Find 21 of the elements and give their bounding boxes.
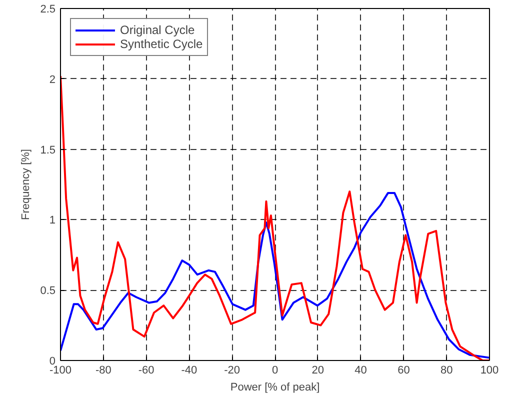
x-tick-label: -40 [181, 364, 198, 376]
x-tick-label: 80 [440, 364, 453, 376]
x-axis-title: Power [% of peak] [230, 382, 320, 394]
legend-label: Synthetic Cycle [120, 37, 203, 51]
x-tick-label: 40 [354, 364, 367, 376]
x-tick-label: -60 [138, 364, 154, 376]
y-tick-label: 2 [49, 74, 56, 86]
y-tick-label: 1.5 [40, 144, 56, 156]
x-tick-label: 0 [272, 364, 278, 376]
y-axis-title: Frequency [%] [20, 149, 32, 220]
x-tick-label: 100 [480, 364, 499, 376]
legend-label: Original Cycle [120, 23, 195, 37]
y-tick-label: 1 [49, 214, 56, 227]
y-tick-label: 0 [49, 356, 56, 368]
x-tick-label: -80 [95, 364, 112, 376]
y-tick-label: 2.5 [40, 4, 56, 16]
x-tick-label: -20 [224, 364, 240, 376]
y-tick-label: 0.5 [40, 285, 56, 298]
x-tick-label: 20 [312, 364, 324, 376]
x-tick-label: -100 [49, 364, 72, 376]
x-tick-label: 60 [398, 364, 410, 376]
